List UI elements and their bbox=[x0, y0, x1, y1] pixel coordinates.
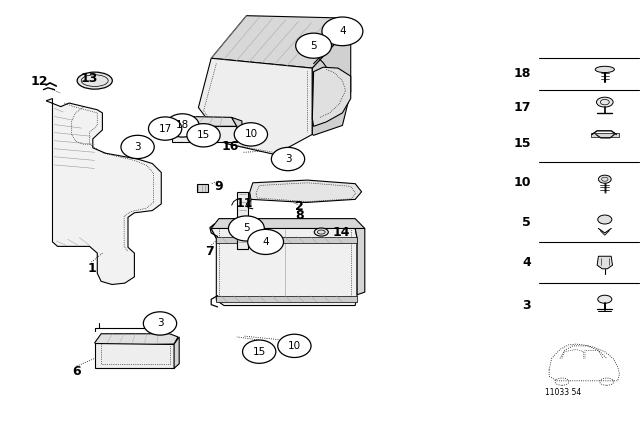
Circle shape bbox=[228, 216, 264, 241]
Text: 6: 6 bbox=[72, 365, 81, 379]
Text: 1: 1 bbox=[87, 262, 96, 276]
Text: 4: 4 bbox=[339, 26, 346, 36]
Polygon shape bbox=[174, 337, 179, 368]
Bar bbox=[591, 133, 619, 137]
Text: 11: 11 bbox=[236, 197, 253, 211]
Text: 5: 5 bbox=[243, 224, 250, 233]
Circle shape bbox=[296, 33, 332, 58]
Text: 15: 15 bbox=[253, 347, 266, 357]
Circle shape bbox=[187, 124, 220, 147]
Text: 5: 5 bbox=[310, 41, 317, 51]
Text: 18: 18 bbox=[514, 67, 531, 81]
Circle shape bbox=[148, 117, 182, 140]
Text: 4: 4 bbox=[522, 256, 531, 269]
Polygon shape bbox=[197, 184, 208, 192]
Text: 12: 12 bbox=[31, 75, 49, 88]
Ellipse shape bbox=[598, 175, 611, 183]
Text: 15: 15 bbox=[514, 137, 531, 151]
Polygon shape bbox=[355, 228, 365, 295]
Text: 7: 7 bbox=[205, 245, 214, 258]
Circle shape bbox=[143, 312, 177, 335]
Ellipse shape bbox=[598, 295, 612, 303]
Text: 10: 10 bbox=[514, 176, 531, 189]
Text: 2: 2 bbox=[295, 200, 304, 214]
Polygon shape bbox=[216, 237, 357, 243]
Circle shape bbox=[248, 229, 284, 254]
Polygon shape bbox=[95, 343, 174, 368]
Polygon shape bbox=[172, 126, 237, 142]
Text: 11033 54: 11033 54 bbox=[545, 388, 581, 396]
Polygon shape bbox=[46, 99, 161, 284]
Ellipse shape bbox=[314, 228, 328, 236]
Polygon shape bbox=[172, 116, 237, 126]
Circle shape bbox=[271, 147, 305, 171]
Text: 16: 16 bbox=[221, 140, 239, 154]
Text: 18: 18 bbox=[176, 121, 189, 130]
Text: 3: 3 bbox=[523, 298, 531, 312]
Text: 5: 5 bbox=[522, 215, 531, 229]
Circle shape bbox=[322, 17, 363, 46]
Polygon shape bbox=[211, 219, 365, 238]
Circle shape bbox=[166, 114, 199, 137]
Circle shape bbox=[121, 135, 154, 159]
Text: 3: 3 bbox=[157, 319, 163, 328]
Polygon shape bbox=[216, 296, 357, 302]
Text: 9: 9 bbox=[214, 180, 223, 194]
Polygon shape bbox=[198, 58, 312, 155]
Ellipse shape bbox=[596, 97, 613, 107]
Text: 17: 17 bbox=[514, 101, 531, 114]
Text: 13: 13 bbox=[81, 72, 99, 85]
Polygon shape bbox=[312, 27, 351, 135]
Text: 3: 3 bbox=[134, 142, 141, 152]
Text: 10: 10 bbox=[288, 341, 301, 351]
Polygon shape bbox=[237, 192, 248, 249]
Polygon shape bbox=[250, 193, 251, 207]
Polygon shape bbox=[250, 180, 362, 202]
Polygon shape bbox=[211, 16, 351, 68]
Text: 3: 3 bbox=[285, 154, 291, 164]
Circle shape bbox=[278, 334, 311, 358]
Polygon shape bbox=[232, 117, 242, 142]
Text: 8: 8 bbox=[295, 209, 304, 223]
Text: 4: 4 bbox=[262, 237, 269, 247]
Polygon shape bbox=[312, 67, 351, 126]
Polygon shape bbox=[597, 256, 612, 269]
Text: 17: 17 bbox=[159, 124, 172, 134]
Ellipse shape bbox=[77, 72, 113, 89]
Circle shape bbox=[243, 340, 276, 363]
Ellipse shape bbox=[598, 215, 612, 224]
Polygon shape bbox=[211, 228, 357, 306]
Text: 15: 15 bbox=[197, 130, 210, 140]
Circle shape bbox=[234, 123, 268, 146]
Text: 10: 10 bbox=[244, 129, 257, 139]
Ellipse shape bbox=[595, 66, 614, 73]
Polygon shape bbox=[95, 334, 178, 346]
Text: 14: 14 bbox=[333, 226, 351, 240]
